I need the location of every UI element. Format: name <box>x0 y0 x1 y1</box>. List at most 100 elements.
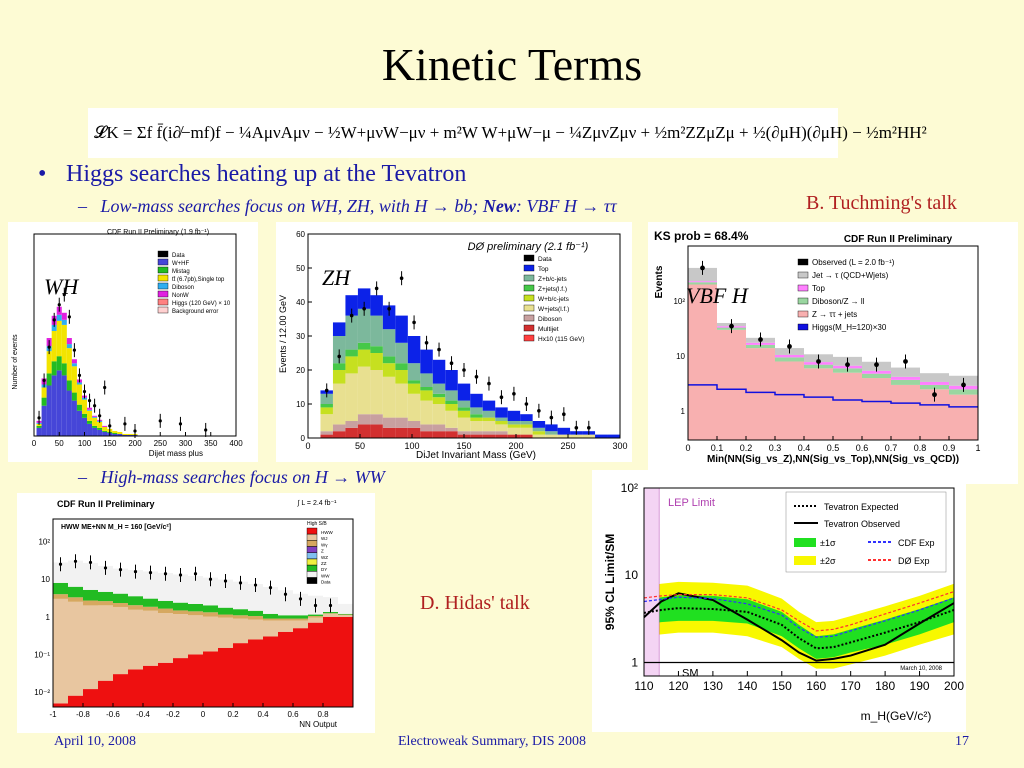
y-tick-label: 50 <box>296 264 305 273</box>
data-point <box>82 389 87 394</box>
stack-bar-top <box>862 370 891 374</box>
legend-entry: ZZ <box>321 561 327 566</box>
stack-bar-mistag <box>97 427 103 430</box>
wh-plot: 0 50 100 150 200 250 300 350 400 CDF Run II Preli… <box>8 222 258 462</box>
legend-entry: DY <box>321 567 327 572</box>
annotation-date: March 10, 2008 <box>900 666 942 672</box>
stack-bar-top <box>457 383 471 401</box>
data-point <box>298 597 303 601</box>
data-point <box>47 345 51 349</box>
stack-bar-tt-6-7pb-single-top <box>41 387 47 398</box>
stack-bar-w-jets-l-f- <box>495 424 508 432</box>
stack-bar-multijet <box>395 427 408 438</box>
data-point <box>758 337 763 342</box>
legend-entry: Z <box>321 549 324 554</box>
legend-entry: Background error <box>172 309 218 315</box>
stack-bar-wj <box>53 598 68 704</box>
stack-bar-w-hf <box>97 429 103 436</box>
vbf-plot: 0 0.1 0.2 0.3 0.4 0.5 0.6 0.7 0.8 0.9 1 1 10 10² KS pr… <box>648 222 1018 484</box>
stack-bar-diboson <box>71 363 77 367</box>
stack-bar-jet-qcd-wjets- <box>891 367 920 377</box>
sub-bullet-dash: – <box>78 467 87 487</box>
x-tick-label: -1 <box>49 710 57 719</box>
legend-entry: Data <box>321 580 331 585</box>
data-point <box>133 429 137 433</box>
stack-bar-diboson <box>92 416 98 418</box>
data-point <box>424 341 429 345</box>
legend-entry: Higgs (120 GeV) × 10 <box>172 301 231 307</box>
stack-bar-w-b-c-jets <box>357 349 371 367</box>
stack-bar-w- <box>143 606 158 611</box>
legend-swatch <box>523 254 535 262</box>
stack-bar-ww <box>203 577 218 606</box>
y-tick-label: 10⁻¹ <box>34 650 50 659</box>
stack-bar-w-b-c-jets <box>520 424 533 428</box>
stack-bar-w-jets-l-f- <box>445 410 458 428</box>
legend-swatch <box>306 577 318 584</box>
stack-bar-wj <box>128 609 143 670</box>
stack-bar-z-jets-l-f- <box>470 414 483 418</box>
stack-bar-mistag <box>51 361 57 376</box>
stack-bar-w-hf <box>41 405 47 436</box>
x-tick-label: 0.9 <box>943 443 956 453</box>
stack-bar-tt-6-7pb-single-top <box>122 433 128 435</box>
y-tick-label: 1 <box>631 655 638 669</box>
stack-bar-nonw <box>71 359 77 364</box>
stack-bar-ww <box>128 570 143 597</box>
stack-bar-dy <box>68 586 83 598</box>
stack-bar-nonw <box>92 415 98 417</box>
x-tick-label: 200 <box>508 441 523 451</box>
stack-bar-diboson <box>495 431 508 435</box>
stack-bar-w-b-c-jets <box>320 407 333 415</box>
chart-title: CDF Run II Preliminary <box>57 499 155 509</box>
legend-header: High S/B <box>307 521 327 527</box>
y-tick-label: 1 <box>46 613 51 622</box>
x-tick-label: 400 <box>229 439 243 448</box>
stack-bar-hww <box>218 647 233 707</box>
stack-bar-z-jets <box>688 284 717 440</box>
stack-bar-dy <box>338 613 353 615</box>
stack-bar-multijet <box>445 431 458 438</box>
stack-bar-ww <box>158 572 173 601</box>
legend-swatch <box>157 282 169 290</box>
y-tick-label: 40 <box>296 298 305 307</box>
stack-bar-w-hf <box>56 370 62 436</box>
stack-bar-w- <box>53 594 68 599</box>
stack-bar-tt-6-7pb-single-top <box>127 433 133 435</box>
stack-bar-tt-6-7pb-single-top <box>56 320 62 357</box>
stack-bar-diboson <box>432 424 446 432</box>
data-point <box>349 313 354 318</box>
stack-bar-w- <box>98 601 113 606</box>
stack-bar-w-hf <box>122 434 128 436</box>
stack-bar-w-hf <box>71 400 77 436</box>
stack-bar-tt-6-7pb-single-top <box>36 423 42 426</box>
legend-swatch <box>523 304 535 312</box>
data-point <box>163 572 168 576</box>
stack-bar-diboson <box>345 421 358 428</box>
stack-bar-hww <box>338 616 353 707</box>
chart-subtitle: HWW ME+NN M_H = 160 [GeV/c²] <box>61 524 171 531</box>
stack-bar-ww <box>188 575 203 604</box>
data-point <box>103 566 108 570</box>
data-point <box>77 373 82 377</box>
data-point <box>133 569 138 574</box>
stack-bar-z-jets-l-f- <box>432 393 446 398</box>
stack-bar-w-hf <box>102 431 108 436</box>
stack-bar-w- <box>83 600 98 606</box>
stack-bar-w-b-c-jets <box>470 417 483 421</box>
legend-swatch <box>306 558 318 566</box>
data-point <box>462 368 466 372</box>
data-point <box>67 315 71 319</box>
overlay-wh: WH <box>44 274 79 299</box>
lep-limit-region <box>643 487 660 677</box>
stack-bar-multijet <box>432 431 446 438</box>
higgs-line <box>688 384 978 408</box>
legend-swatch <box>306 534 318 541</box>
stack-bar-z-b-c-jets <box>357 308 371 343</box>
x-axis-label: m_H(GeV/c²) <box>861 709 932 723</box>
stack-bar-ww <box>83 562 98 590</box>
stack-bar-top <box>395 315 408 343</box>
data-point <box>123 422 127 426</box>
x-tick-label: 50 <box>355 441 365 451</box>
stack-bar-ww <box>53 562 68 583</box>
